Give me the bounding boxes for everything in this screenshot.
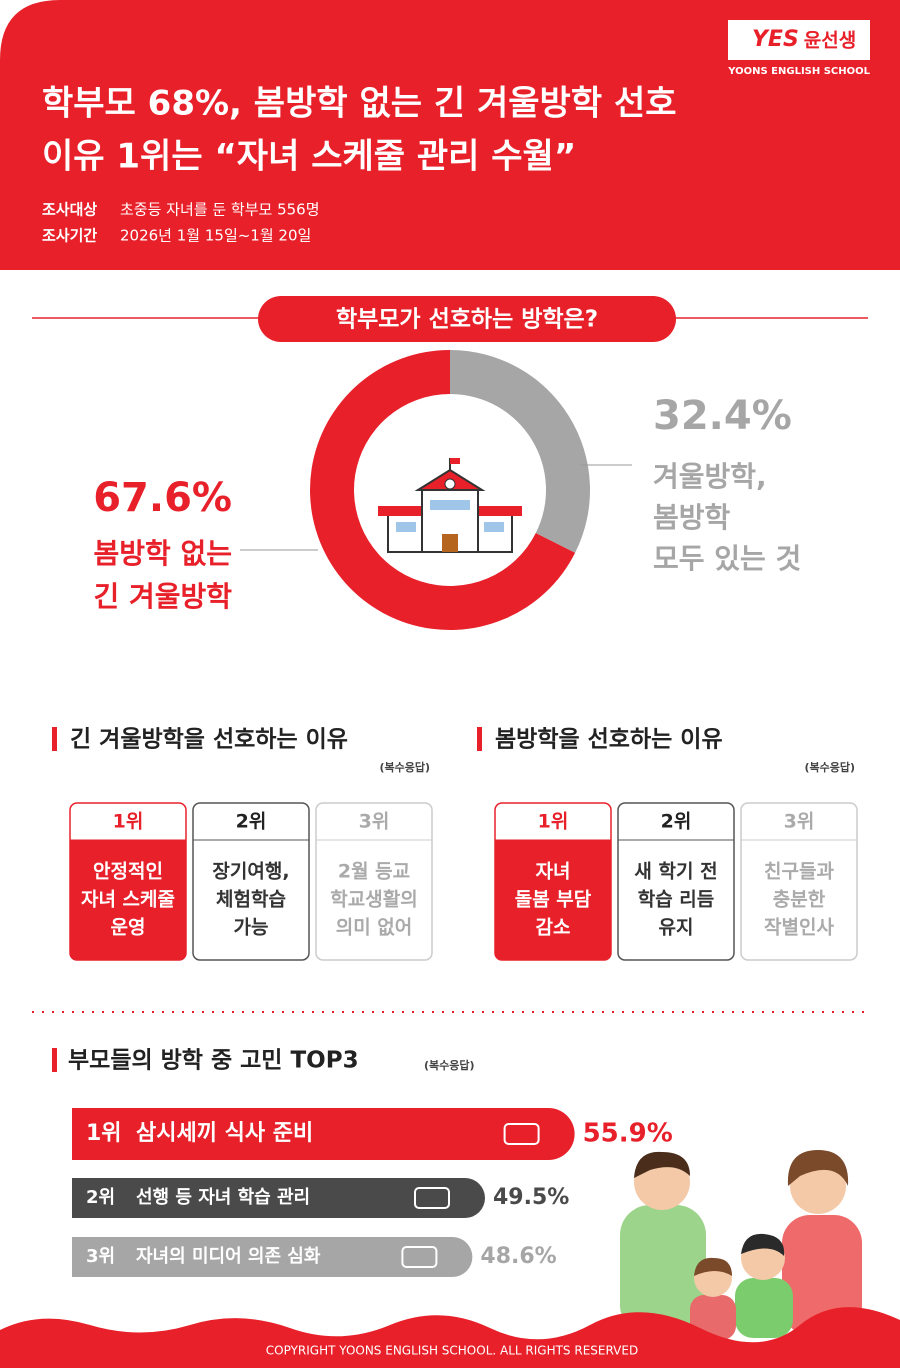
reason-text: 작별인사 <box>764 917 834 939</box>
bar <box>72 1108 575 1160</box>
slice-label: 봄방학 <box>653 501 731 534</box>
reason-card <box>192 802 310 961</box>
footer-wave <box>0 1307 900 1368</box>
section-pill <box>258 296 676 342</box>
bar-icon <box>414 1187 450 1209</box>
reason-card-body <box>495 840 611 960</box>
reason-text: 안정적인 <box>93 861 163 883</box>
bar-value: 55.9% <box>583 1119 673 1149</box>
reason-text: 체험학습 <box>216 889 286 911</box>
note: (복수응답) <box>424 1058 475 1072</box>
school-icon <box>378 458 522 553</box>
section-marker <box>52 727 57 751</box>
note: (복수응답) <box>379 760 430 774</box>
title: 이유 1위는 “자녀 스케줄 관리 수월” <box>42 137 576 177</box>
reason-rank: 2위 <box>236 811 267 833</box>
reason-text: 자녀 스케줄 <box>81 889 175 911</box>
reason-text: 자녀 <box>536 861 571 883</box>
slice-label: 긴 겨울방학 <box>93 580 232 613</box>
reason-text: 감소 <box>536 917 571 939</box>
meta-text: 초중등 자녀를 둔 학부모 556명 <box>120 201 320 219</box>
meta-text: 2026년 1월 15일~1월 20일 <box>120 227 311 245</box>
slice-label: 봄방학 없는 <box>93 537 232 570</box>
section-title: 학부모가 선호하는 방학은? <box>336 307 598 333</box>
bar <box>72 1178 485 1218</box>
section-marker <box>52 1048 57 1072</box>
brand-sub: YOONS ENGLISH SCHOOL <box>727 66 870 77</box>
header-band <box>0 0 900 270</box>
bar <box>72 1237 473 1277</box>
reason-rank: 3위 <box>359 811 390 833</box>
reason-text: 의미 없어 <box>336 917 413 939</box>
bar-value: 49.5% <box>493 1185 569 1210</box>
bar-label: 자녀의 미디어 의존 심화 <box>136 1246 321 1267</box>
reason-card <box>740 802 858 961</box>
reason-card-body <box>70 840 186 960</box>
note: (복수응답) <box>804 760 855 774</box>
bar-label: 선행 등 자녀 학습 관리 <box>136 1186 310 1208</box>
donut-slice <box>450 350 590 553</box>
section-title: 긴 겨울방학을 선호하는 이유 <box>70 727 348 753</box>
reason-text: 충분한 <box>773 889 826 911</box>
slice-value: 67.6% <box>93 475 232 521</box>
bar-rank: 2위 <box>86 1187 115 1208</box>
donut-slice <box>310 350 576 630</box>
reason-text: 운영 <box>111 917 146 939</box>
reason-rank: 3위 <box>784 811 815 833</box>
reason-text: 학습 리듬 <box>638 889 715 911</box>
bar-label: 삼시세끼 식사 준비 <box>136 1121 313 1146</box>
section-title: 부모들의 방학 중 고민 TOP3 <box>68 1048 359 1074</box>
reason-text: 장기여행, <box>212 861 289 883</box>
reason-text: 친구들과 <box>764 861 834 883</box>
meta-label: 조사기간 <box>42 227 97 245</box>
top3-bars: 1위 삼시세끼 식사 준비 55.9% 2위 선행 등 자녀 학습 관리 49.5% 3위 자… <box>72 1108 673 1277</box>
reason-rank: 1위 <box>113 811 144 833</box>
bar-value: 48.6% <box>480 1244 556 1269</box>
family-illustration <box>620 1150 862 1340</box>
slice-value: 32.4% <box>653 393 792 439</box>
reason-text: 학교생활의 <box>330 889 417 911</box>
slice-label: 겨울방학, <box>653 460 767 493</box>
reason-card <box>315 802 433 961</box>
meta-label: 조사대상 <box>42 201 97 219</box>
brand-name: 윤선생 <box>804 30 856 52</box>
section-marker <box>477 727 482 751</box>
reason-rank: 2위 <box>661 811 692 833</box>
bar-rank: 1위 <box>86 1121 122 1146</box>
reason-rank: 1위 <box>538 811 569 833</box>
bar-rank: 3위 <box>86 1246 115 1267</box>
logo-box <box>728 20 870 60</box>
bar-icon <box>503 1123 540 1145</box>
bar-icon <box>401 1246 438 1268</box>
footer: COPYRIGHT YOONS ENGLISH SCHOOL. ALL RIGH… <box>266 1344 638 1358</box>
reason-text: 새 학기 전 <box>634 861 717 883</box>
reason-text: 가능 <box>234 917 269 939</box>
reason-card <box>617 802 735 961</box>
reason-text: 돌봄 부담 <box>515 889 592 911</box>
reason-text: 유지 <box>659 917 694 939</box>
title: 학부모 68%, 봄방학 없는 긴 겨울방학 선호 <box>42 84 677 124</box>
slice-label: 모두 있는 것 <box>653 542 801 575</box>
reason-text: 2월 등교 <box>338 861 410 883</box>
logo-mark: YES <box>752 27 799 52</box>
section-title: 봄방학을 선호하는 이유 <box>495 727 723 753</box>
